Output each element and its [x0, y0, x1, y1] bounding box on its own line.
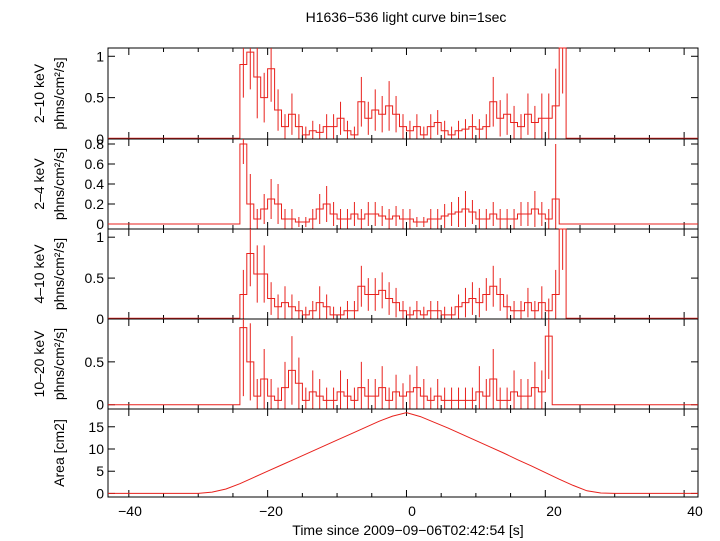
y-axis-label: 2–10 keV — [31, 63, 47, 123]
panel-effective-area: 0 5 10 15 Area [cm2] — [51, 408, 699, 501]
y-tick-label: 0 — [96, 485, 104, 501]
x-axis-label: Time since 2009−09−06T02:42:54 [s] — [292, 522, 523, 538]
y-axis-unit-label: phns/cm²/s] — [51, 57, 67, 129]
y-tick-label: 0 — [96, 397, 104, 413]
y-tick-label: 0 — [96, 216, 104, 232]
y-axis-unit-label: phns/cm²/s] — [51, 238, 67, 310]
y-axis-unit-label: phns/cm²/s] — [51, 148, 67, 220]
y-tick-label: 0.6 — [85, 156, 105, 172]
y-tick-label: 0.5 — [85, 354, 105, 370]
y-tick-label: 0.2 — [85, 196, 105, 212]
y-axis-label: Area [cm2] — [51, 419, 67, 487]
y-axis-label: 4–10 keV — [31, 244, 47, 304]
x-tick-label: −20 — [259, 503, 283, 519]
y-tick-label: 1 — [96, 48, 104, 64]
y-axis-label: 2–4 keV — [31, 158, 47, 210]
y-tick-label: 0 — [96, 131, 104, 147]
y-tick-label: 15 — [88, 419, 104, 435]
x-tick-label: 0 — [408, 503, 416, 519]
x-tick-label: 40 — [687, 503, 703, 519]
y-tick-label: 5 — [96, 463, 104, 479]
light-curve-trace — [108, 228, 698, 319]
panel-2-4kev: 0 0.2 0.4 0.6 0.8 2–4 keV phns/cm²/s] — [31, 136, 699, 232]
y-tick-label: 0.5 — [85, 90, 105, 106]
effective-area-curve — [108, 412, 698, 494]
x-tick-labels: −40 −20 0 20 40 — [118, 503, 703, 519]
y-tick-label: 10 — [88, 441, 104, 457]
y-tick-label: 1 — [96, 229, 104, 245]
plot-frame — [107, 408, 699, 498]
y-tick-label: 0 — [96, 311, 104, 327]
panel-10-20kev: 0 0.5 10–20 keV phns/cm²/s] — [31, 318, 699, 413]
y-axis-unit-label: phns/cm²/s] — [51, 328, 67, 400]
y-axis-label: 10–20 keV — [31, 330, 47, 398]
x-tick-label: −40 — [118, 503, 142, 519]
y-tick-label: 0.4 — [85, 176, 105, 192]
panel-4-10kev: 0 0.5 1 4–10 keV phns/cm²/s] — [31, 228, 699, 327]
chart-title: H1636−536 light curve bin=1sec — [306, 9, 507, 25]
y-tick-label: 0.8 — [85, 136, 105, 152]
x-tick-label: 20 — [546, 503, 562, 519]
panel-2-10kev: 0 0.5 1 2–10 keV phns/cm²/s] — [31, 47, 699, 147]
y-tick-label: 0.5 — [85, 270, 105, 286]
